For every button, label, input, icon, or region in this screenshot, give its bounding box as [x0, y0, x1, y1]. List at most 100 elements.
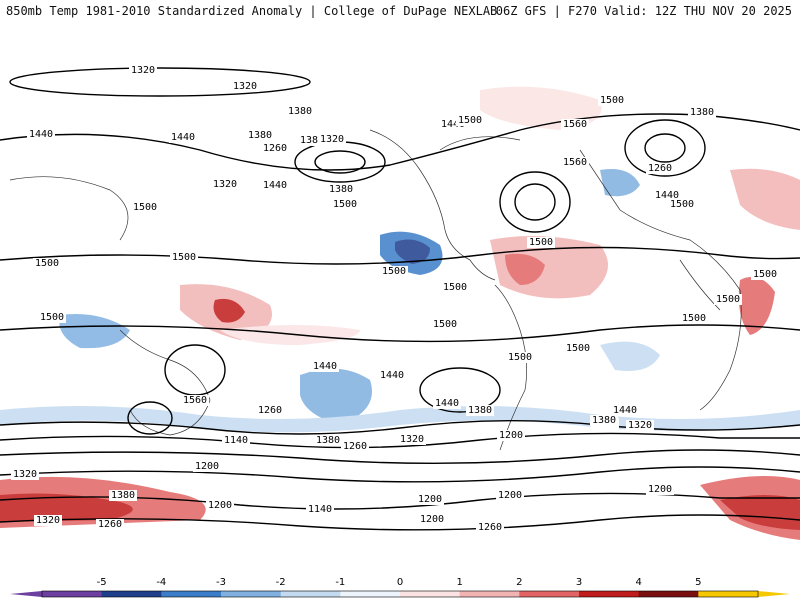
- contour-label-bg: [231, 81, 259, 92]
- contour-label: 1260: [258, 405, 282, 416]
- contour-label: 1200: [195, 461, 219, 472]
- contour-label: 1260: [648, 163, 672, 174]
- contour-label: 1380: [468, 405, 492, 416]
- contour-label-bg: [256, 405, 284, 416]
- colorbar-segment: [579, 591, 640, 597]
- contour-label: 1500: [443, 282, 467, 293]
- colorbar-segment: [400, 591, 461, 597]
- contour-label-bg: [318, 134, 346, 145]
- colorbar-tick-label: 2: [516, 577, 522, 588]
- contour-label: 1320: [131, 65, 155, 76]
- contour-label-bg: [380, 266, 408, 277]
- contour-label: 1380: [111, 490, 135, 501]
- contour-label: 1380: [329, 184, 353, 195]
- colorbar-tick-label: -4: [156, 577, 166, 588]
- colorbar-segment: [340, 591, 401, 597]
- contour-label-bg: [109, 490, 137, 501]
- contour-label-bg: [11, 469, 39, 480]
- contour-label-bg: [646, 484, 674, 495]
- contour-label-bg: [506, 352, 534, 363]
- contour-label: 1200: [420, 514, 444, 525]
- contour-label: 1500: [133, 202, 157, 213]
- contour-label-bg: [306, 504, 334, 515]
- contour-label: 1440: [655, 190, 679, 201]
- colorbar-segment: [459, 591, 520, 597]
- contour-label-bg: [96, 519, 124, 530]
- contour-label: 1200: [498, 490, 522, 501]
- contour-label: 1200: [418, 494, 442, 505]
- contour-label-bg: [33, 258, 61, 269]
- contour-label-bg: [476, 522, 504, 533]
- contour-label-bg: [497, 430, 525, 441]
- contour-label-bg: [181, 395, 209, 406]
- contour-label: 1380: [592, 415, 616, 426]
- contour-label-bg: [590, 415, 618, 426]
- colorbar-segment: [161, 591, 222, 597]
- contour-label: 1560: [183, 395, 207, 406]
- contour-label: 1260: [478, 522, 502, 533]
- contour-label-bg: [714, 294, 742, 305]
- contour-label: 1440: [380, 370, 404, 381]
- contour-label: 1440: [171, 132, 195, 143]
- contour-label: 1380: [300, 135, 324, 146]
- contour-label: 1320: [36, 515, 60, 526]
- contour-label: 1500: [382, 266, 406, 277]
- contour-label-bg: [206, 500, 234, 511]
- contour-label-bg: [456, 115, 484, 126]
- contour-label: 1500: [682, 313, 706, 324]
- contour-label-bg: [261, 143, 289, 154]
- colorbar-tick-label: -3: [216, 577, 226, 588]
- contour-label: 1500: [172, 252, 196, 263]
- contour-label-bg: [38, 312, 66, 323]
- contour-label-bg: [193, 461, 221, 472]
- contour-label: 1440: [263, 180, 287, 191]
- contour-label: 1500: [333, 199, 357, 210]
- contour-label-bg: [646, 163, 674, 174]
- contour-label-bg: [222, 435, 250, 446]
- contour-label: 1440: [435, 398, 459, 409]
- colorbar-segment: [101, 591, 162, 597]
- colorbar-segment: [638, 591, 699, 597]
- contour-label-bg: [314, 435, 342, 446]
- contour-label: 1500: [433, 319, 457, 330]
- colorbar-tick-label: 5: [695, 577, 701, 588]
- map-title-right: 06Z GFS | F270 Valid: 12Z THU NOV 20 202…: [495, 4, 792, 18]
- contour-label-bg: [688, 107, 716, 118]
- colorbar-segment: [280, 591, 341, 597]
- contour-label-bg: [246, 130, 274, 141]
- contour-label-bg: [398, 434, 426, 445]
- contour-label: 1440: [613, 405, 637, 416]
- contour-label-bg: [170, 252, 198, 263]
- contour-label: 1500: [670, 199, 694, 210]
- contour-label-bg: [680, 313, 708, 324]
- contour-label-bg: [564, 343, 592, 354]
- contour-label: 1320: [13, 469, 37, 480]
- colorbar-tick-label: 4: [635, 577, 641, 588]
- map-title-left: 850mb Temp 1981-2010 Standardized Anomal…: [6, 4, 498, 18]
- contour-label-bg: [416, 494, 444, 505]
- contour-label: 1440: [313, 361, 337, 372]
- contour-label-bg: [441, 282, 469, 293]
- contour-label: 1320: [400, 434, 424, 445]
- contour-label-bg: [561, 119, 589, 130]
- contour-label: 1380: [316, 435, 340, 446]
- map-background: [0, 30, 800, 560]
- colorbar-segment: [698, 591, 759, 597]
- contour-label-bg: [496, 490, 524, 501]
- contour-label: 1500: [458, 115, 482, 126]
- contour-label-bg: [433, 398, 461, 409]
- contour-label: 1560: [563, 119, 587, 130]
- colorbar: -5 -4 -3 -2 -1 0 1 2 3 4 5: [10, 577, 790, 598]
- colorbar-left-arrow: [10, 591, 42, 597]
- contour-label: 1500: [508, 352, 532, 363]
- contour-label-bg: [331, 199, 359, 210]
- contour-label: 1440: [441, 119, 465, 130]
- contour-label-bg: [561, 157, 589, 168]
- contour-label-bg: [286, 106, 314, 117]
- contour-label-bg: [668, 199, 696, 210]
- contour-label-bg: [341, 441, 369, 452]
- contour-label-bg: [751, 269, 779, 280]
- contour-label: 1200: [208, 500, 232, 511]
